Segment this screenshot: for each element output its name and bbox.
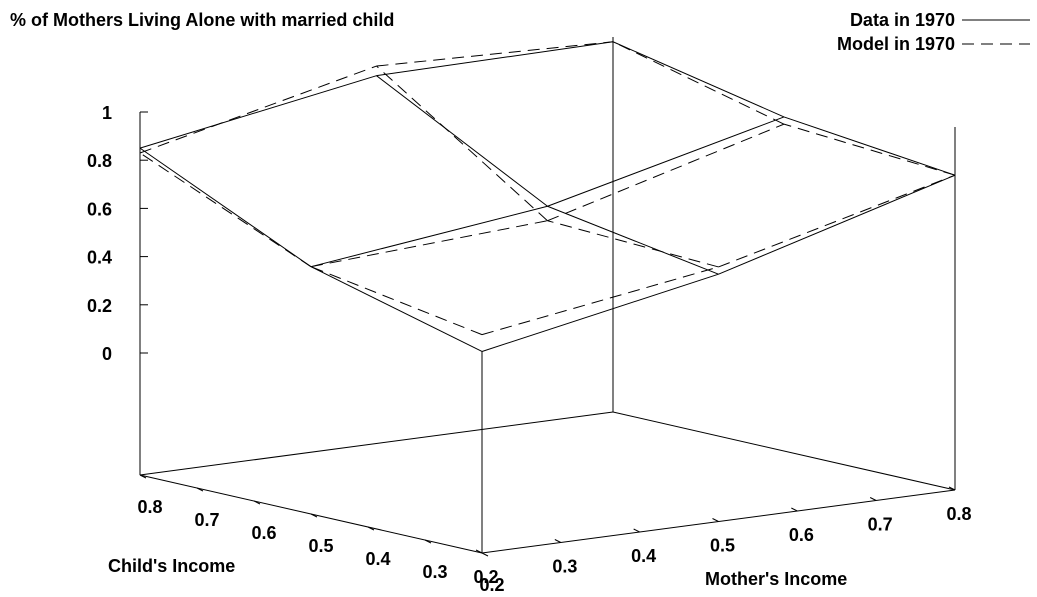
y-tick-label: 0.8 [137,497,162,517]
y-tick [481,552,489,557]
legend: Data in 1970 Model in 1970 [837,10,1030,54]
data-surface-line [310,266,483,352]
model-surface-line [547,123,785,222]
model-surface-line [612,41,785,125]
y-tick [367,526,375,531]
data-surface-line [547,205,719,275]
plot-box [139,36,956,554]
x-tick [791,507,798,512]
data-surface-line [139,75,377,149]
legend-label-data: Data in 1970 [850,10,955,30]
z-tick-label: 1 [102,103,112,123]
x-tick [554,539,562,543]
z-tick-label: 0.4 [87,248,112,268]
z-tick-label: 0 [102,344,112,364]
x-tick-label: 0.3 [552,557,577,577]
x-tick [869,497,877,501]
model-surface-line [310,266,483,336]
data-surface-line [376,75,548,207]
y-tick-label: 0.2 [479,575,504,595]
x-tick-label: 0.7 [868,515,893,535]
model-surface-line [376,65,548,222]
x-tick-label: 0.8 [946,504,971,524]
z-tick-label: 0.6 [87,199,112,219]
z-tick-label: 0.2 [87,296,112,316]
z-tick-label: 0.8 [87,151,112,171]
legend-label-model: Model in 1970 [837,34,955,54]
chart-title: % of Mothers Living Alone with married c… [10,10,394,30]
data-surface-line [481,273,719,352]
floor-edge-back-right [612,411,956,491]
x-tick [712,518,719,522]
model-surface-line [376,41,614,67]
y-tick [253,500,261,505]
tick-labels: 00.20.40.60.810.80.70.60.50.40.30.20.20.… [87,103,972,595]
x-tick [633,528,640,533]
y-tick [310,513,318,518]
model-surface-line [547,220,719,268]
x-axis-label: Mother's Income [705,569,847,589]
y-tick [139,474,147,479]
y-tick [424,539,432,544]
data-surface-line [612,41,785,118]
floor-edge-back-left [139,411,614,476]
model-surface-line [718,174,956,268]
data-surface-line [376,41,614,77]
y-tick-label: 0.3 [422,562,447,582]
model-surface-line [783,123,956,176]
x-tick-label: 0.6 [789,525,814,545]
model-surface-line [139,152,312,268]
y-tick-label: 0.4 [365,549,390,569]
model-surface-line [310,220,548,268]
x-tick-label: 0.2 [473,567,498,587]
data-surface-line [718,174,956,275]
y-tick-label: 0.7 [194,510,219,530]
x-tick-label: 0.4 [631,546,656,566]
axis-ticks [139,111,956,557]
model-surface-line [139,65,377,154]
x-tick [475,549,483,554]
model-surface-line [481,266,719,336]
x-tick [948,486,956,491]
y-axis-label: Child's Income [108,556,235,576]
data-surface-line [139,147,312,268]
data-surface-line [783,116,956,176]
y-tick-label: 0.5 [308,536,333,556]
x-tick-label: 0.5 [710,536,735,556]
data-surface-line [547,116,785,207]
data-surface-line [310,205,548,268]
y-tick-label: 0.6 [251,523,276,543]
surface-meshes [139,41,956,352]
y-tick [196,487,204,492]
